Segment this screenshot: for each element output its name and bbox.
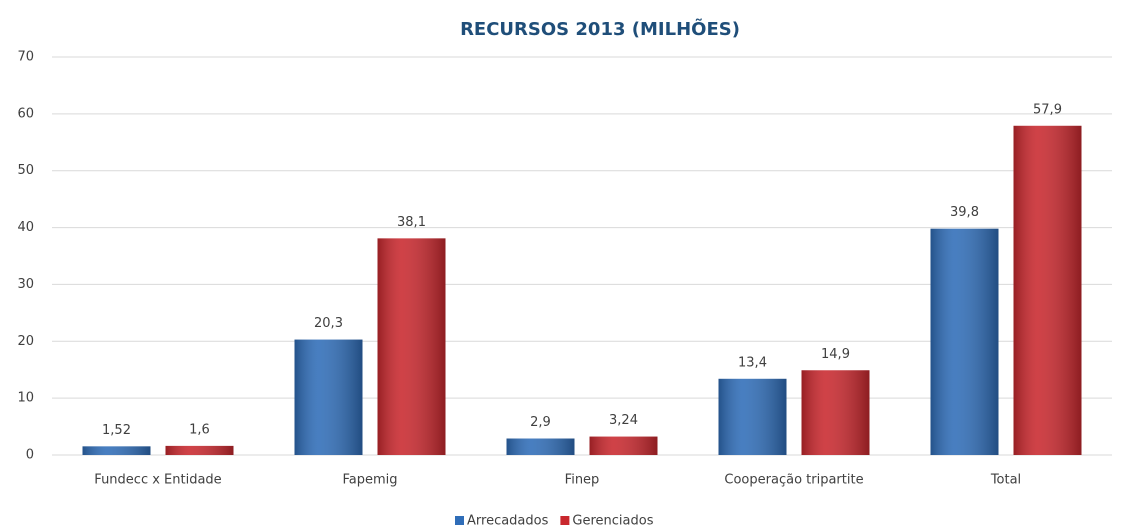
y-tick-label: 0 [26, 448, 34, 463]
x-tick-label: Cooperação tripartite [724, 473, 863, 488]
bar [718, 378, 787, 455]
y-tick-label: 40 [17, 220, 34, 235]
legend-label: Arrecadados [467, 514, 549, 529]
x-tick-label: Finep [565, 473, 600, 488]
bar [165, 445, 234, 455]
data-label: 38,1 [397, 215, 426, 230]
chart-title: RECURSOS 2013 (MILHÕES) [460, 17, 740, 40]
data-label: 2,9 [530, 415, 551, 430]
bar [294, 339, 363, 455]
data-label: 57,9 [1033, 102, 1062, 117]
data-label: 13,4 [738, 355, 767, 370]
data-label: 39,8 [950, 205, 979, 220]
y-tick-label: 60 [17, 106, 34, 121]
bar [589, 436, 658, 455]
x-tick-label: Total [990, 473, 1021, 488]
y-tick-label: 20 [17, 334, 34, 349]
bar [801, 370, 870, 455]
data-label: 1,6 [189, 422, 210, 437]
legend-label: Gerenciados [572, 514, 653, 529]
data-label: 14,9 [821, 347, 850, 362]
legend-swatch [560, 516, 570, 525]
y-tick-label: 70 [17, 50, 34, 65]
data-label: 3,24 [609, 413, 638, 428]
bar [82, 446, 151, 455]
data-label: 1,52 [102, 423, 131, 438]
x-tick-label: Fapemig [342, 473, 397, 488]
bar [1013, 125, 1082, 455]
y-tick-label: 30 [17, 277, 34, 292]
bar [377, 238, 446, 455]
y-tick-label: 50 [17, 163, 34, 178]
y-tick-label: 10 [17, 391, 34, 406]
x-tick-label: Fundecc x Entidade [94, 473, 221, 488]
legend-swatch [455, 516, 464, 525]
bar [930, 228, 999, 455]
bar [506, 438, 575, 455]
data-label: 20,3 [314, 316, 343, 331]
